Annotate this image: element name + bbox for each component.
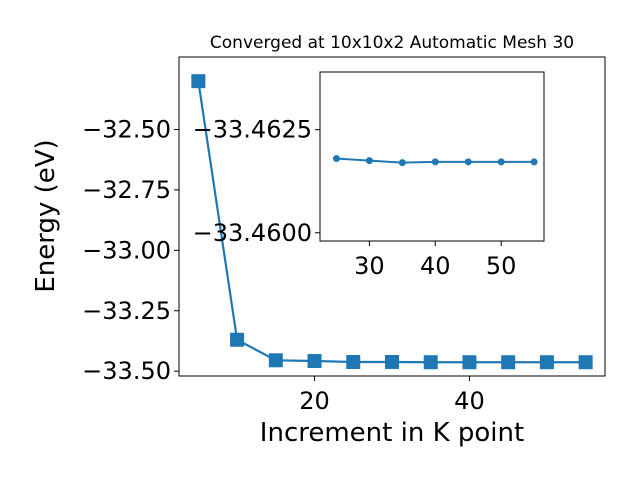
main-data-point xyxy=(501,355,516,370)
main-x-tick-label: 40 xyxy=(454,387,485,415)
main-data-point xyxy=(462,355,477,370)
inset-series xyxy=(332,155,538,167)
y-axis-label: Energy (eV) xyxy=(31,139,61,292)
inset-frame xyxy=(319,71,545,242)
main-plot-frame xyxy=(178,56,606,377)
inset-data-point xyxy=(530,158,538,166)
main-data-point xyxy=(307,354,322,369)
main-y-tick-label: −33.25 xyxy=(82,297,171,325)
inset-x-tick-label: 40 xyxy=(420,252,451,280)
inset-data-point xyxy=(332,155,340,163)
main-plot: −32.50−32.75−33.00−33.25−33.50 20 40 Conv… xyxy=(31,33,606,448)
main-data-point xyxy=(385,354,399,369)
main-y-tick-label: −33.00 xyxy=(82,236,171,264)
main-y-tick-label: −32.50 xyxy=(82,116,171,144)
chart-title: Converged at 10x10x2 Automatic Mesh 30 xyxy=(210,33,574,53)
main-data-point xyxy=(539,355,554,370)
inset-data-point xyxy=(365,157,373,165)
inset-background xyxy=(320,72,544,241)
inset-data-point xyxy=(497,158,505,166)
main-data-point xyxy=(578,355,593,370)
inset-y-axis: −33.4625 −33.4600 xyxy=(193,116,320,247)
inset-y-tick-label: −33.4600 xyxy=(193,219,312,247)
main-x-axis: 20 40 xyxy=(299,376,485,415)
main-data-point xyxy=(346,354,361,369)
inset-y-tick-label: −33.4625 xyxy=(193,116,312,144)
main-x-tick-label: 20 xyxy=(299,387,330,415)
inset-data-point xyxy=(431,158,439,166)
main-data-point xyxy=(268,353,283,368)
inset-x-axis: 30 40 50 xyxy=(354,241,516,280)
x-axis-label: Increment in K point xyxy=(260,418,524,448)
main-data-point xyxy=(191,74,206,89)
main-y-tick-label: −32.75 xyxy=(82,176,171,204)
inset-data-point xyxy=(464,158,472,166)
main-y-axis: −32.50 −32.75 −33.00 −33.25 −33.50 xyxy=(82,116,179,385)
main-y-tick-label: −33.50 xyxy=(82,357,171,385)
inset-data-point xyxy=(398,159,406,167)
main-data-point xyxy=(230,332,245,347)
main-data-point xyxy=(423,355,438,370)
inset-x-tick-label: 30 xyxy=(354,252,385,280)
inset-x-tick-label: 50 xyxy=(486,252,517,280)
main-series xyxy=(191,74,593,370)
inset-plot: 30 40 50 −33.4625 −33.4600 xyxy=(193,71,545,280)
